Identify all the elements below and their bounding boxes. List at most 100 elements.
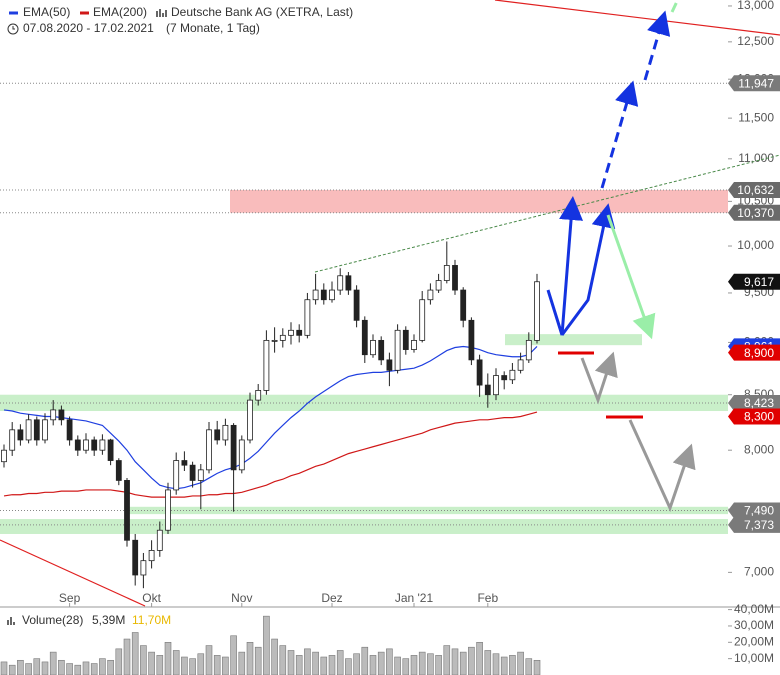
- volume-bar: [484, 650, 492, 675]
- candle-body: [74, 439, 81, 451]
- volume-bar: [8, 664, 16, 675]
- annotations: [0, 0, 780, 607]
- candle-body: [132, 539, 139, 576]
- candle-body: [206, 429, 212, 471]
- candle-body: [91, 439, 98, 451]
- volume-bar: [58, 659, 65, 675]
- candle-body: [509, 369, 516, 381]
- volume-bar: [435, 655, 442, 675]
- volume-last: 5,39M: [92, 613, 125, 627]
- volume-bar: [41, 661, 49, 675]
- candle-body: [181, 460, 188, 466]
- candle-body: [66, 419, 73, 441]
- candle-body: [173, 460, 180, 491]
- volume-bar: [0, 661, 8, 675]
- candle-body: [501, 375, 508, 381]
- volume-bar: [459, 651, 467, 675]
- price-tag-label: 7,490: [744, 504, 774, 518]
- volume-bar: [353, 653, 360, 675]
- candle-body: [452, 265, 458, 291]
- price-tag: [728, 344, 780, 361]
- price-tag: [728, 181, 780, 198]
- arrow: [580, 351, 618, 405]
- volume-bar: [451, 648, 459, 675]
- volume-bar: [246, 642, 254, 675]
- candle-body: [238, 439, 245, 471]
- arrows: [546, 0, 696, 513]
- candle-body: [99, 439, 106, 451]
- candle-body: [329, 289, 335, 301]
- candle-body: [1, 449, 7, 463]
- volume-bar: [279, 645, 287, 675]
- price-tag-label: 10,632: [737, 183, 774, 197]
- chart-title: Deutsche Bank AG (XETRA, Last): [171, 5, 353, 19]
- candle-body: [222, 424, 229, 441]
- price-tag: [728, 516, 780, 533]
- price-tag: [728, 273, 780, 290]
- candle-body: [140, 560, 147, 576]
- candle-body: [124, 480, 130, 541]
- volume-bar: [402, 658, 410, 675]
- plot: [1, 241, 540, 589]
- candle-body: [279, 334, 286, 341]
- candle-body: [345, 275, 352, 291]
- volume-bar: [82, 661, 90, 675]
- trendline: [314, 154, 780, 273]
- volume-bar: [17, 659, 24, 675]
- candle-body: [189, 464, 196, 481]
- period: (7 Monate, 1 Tag): [166, 21, 260, 35]
- volume-bar: [90, 663, 98, 675]
- volume-bar: [254, 646, 262, 675]
- candle-body: [353, 289, 360, 321]
- candle-body: [230, 424, 237, 471]
- legend-label: EMA(200): [93, 5, 147, 19]
- arrow: [670, 0, 680, 13]
- volume-label: Volume(28): [22, 613, 83, 627]
- candle-body: [402, 329, 409, 350]
- y-tick-label: 7,000: [744, 565, 774, 579]
- volume-bar: [66, 663, 73, 675]
- candle-body: [370, 339, 376, 356]
- header-bg: [0, 0, 360, 38]
- candle-body: [33, 419, 40, 441]
- candle-body: [17, 429, 24, 441]
- candle-body: [197, 469, 204, 481]
- candle-body: [263, 339, 270, 391]
- volume-bar: [427, 653, 434, 675]
- price-tag: [728, 204, 780, 221]
- volume-bar: [238, 651, 246, 675]
- volume-average: 11,70M: [132, 613, 171, 627]
- volume-bar: [115, 648, 123, 675]
- x-tick-label: Okt: [142, 591, 161, 605]
- volume-panel: 10,00M 20,00M 30,00M 40,00M Volume(28) 5,39M 1…: [0, 602, 774, 675]
- arrow: [560, 203, 616, 336]
- x-tick-label: Dez: [321, 591, 342, 605]
- x-tick-label: Feb: [477, 591, 498, 605]
- price-tag: [728, 408, 780, 425]
- ema-line: [3, 345, 538, 490]
- volume-bar: [468, 646, 475, 675]
- volume-bar: [361, 646, 369, 675]
- volume-bar: [271, 638, 278, 675]
- trendline: [494, 0, 780, 36]
- price-tag-label: 10,370: [737, 206, 774, 220]
- candle-body: [214, 429, 221, 441]
- volume-bar: [500, 656, 508, 675]
- candle-body: [460, 289, 467, 321]
- candle-body: [517, 359, 524, 371]
- volume-bar: [140, 645, 147, 675]
- volume-bar: [336, 650, 344, 675]
- volume-bar: [230, 635, 237, 675]
- volume-bar: [410, 655, 418, 675]
- price-tag-label: 8,423: [744, 396, 774, 410]
- candle-body: [337, 275, 344, 291]
- x-tick-label: Jan '21: [395, 591, 434, 605]
- volume-tick-label: 20,00M: [734, 634, 774, 648]
- y-tick-label: 11,500: [738, 110, 774, 124]
- arrow: [600, 80, 639, 189]
- candle-body: [9, 429, 16, 451]
- volume-bar: [205, 645, 213, 675]
- price-tag: [728, 75, 780, 92]
- zone: [0, 519, 728, 534]
